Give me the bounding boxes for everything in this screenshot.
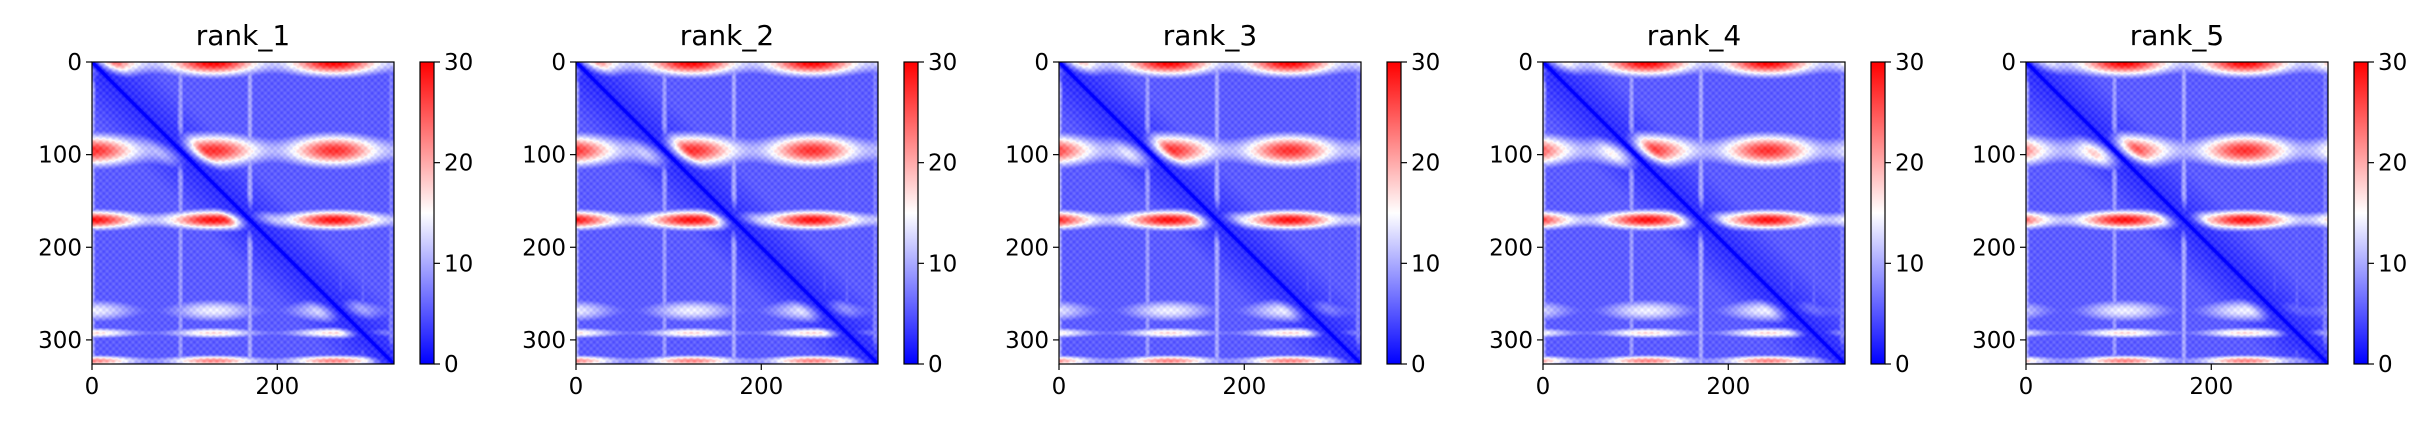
y-tick-label: 200 — [522, 235, 566, 261]
colorbar-tick-label: 10 — [444, 251, 473, 277]
colorbar-tick-label: 30 — [444, 50, 473, 76]
colorbar — [2353, 61, 2369, 365]
y-tick-label: 100 — [522, 143, 566, 169]
x-tick-label: 200 — [2189, 374, 2233, 400]
x-tick-label: 0 — [85, 374, 100, 400]
x-tick-label: 0 — [1052, 374, 1067, 400]
colorbar-tick-label: 10 — [2378, 251, 2407, 277]
heatmap-image — [576, 62, 878, 364]
x-tick-label: 200 — [255, 374, 299, 400]
y-tick-label: 0 — [1034, 50, 1049, 76]
colorbar-tick-label: 20 — [928, 151, 957, 177]
y-tick-label: 100 — [1489, 143, 1533, 169]
colorbar — [903, 61, 919, 365]
colorbar — [1386, 61, 1402, 365]
x-tick-label: 200 — [1706, 374, 1750, 400]
colorbar-tick-label: 30 — [2378, 50, 2407, 76]
colorbar — [1870, 61, 1886, 365]
colorbar-tick-label: 0 — [1895, 352, 1910, 378]
y-tick-label: 0 — [67, 50, 82, 76]
y-tick-label: 200 — [1489, 235, 1533, 261]
colorbar-tick-label: 30 — [1895, 50, 1924, 76]
axes-frame — [2025, 61, 2329, 365]
colorbar-tick-label: 0 — [444, 352, 459, 378]
y-tick-label: 200 — [1005, 235, 1049, 261]
axes-frame — [1542, 61, 1846, 365]
x-tick-label: 0 — [1536, 374, 1551, 400]
y-tick-label: 300 — [1489, 328, 1533, 354]
x-tick-label: 0 — [569, 374, 584, 400]
panel-title: rank_4 — [1647, 19, 1741, 52]
colorbar-tick-label: 10 — [928, 251, 957, 277]
heatmap-image — [2026, 62, 2328, 364]
y-tick-label: 0 — [1518, 50, 1533, 76]
colorbar-tick-label: 20 — [1411, 151, 1440, 177]
colorbar-tick-label: 30 — [1411, 50, 1440, 76]
panel-title: rank_2 — [680, 19, 774, 52]
y-tick-label: 200 — [38, 235, 82, 261]
y-tick-label: 300 — [38, 328, 82, 354]
panel-title: rank_3 — [1163, 19, 1257, 52]
colorbar-tick-label: 20 — [2378, 151, 2407, 177]
colorbar-tick-label: 30 — [928, 50, 957, 76]
y-tick-label: 300 — [522, 328, 566, 354]
heatmap-image — [1059, 62, 1361, 364]
y-tick-label: 300 — [1972, 328, 2016, 354]
axes-frame — [91, 61, 395, 365]
x-tick-label: 200 — [1222, 374, 1266, 400]
y-tick-label: 100 — [1972, 143, 2016, 169]
colorbar-tick-label: 20 — [444, 151, 473, 177]
panel-title: rank_1 — [196, 19, 290, 52]
x-tick-label: 0 — [2019, 374, 2034, 400]
colorbar-tick-label: 10 — [1895, 251, 1924, 277]
colorbar — [419, 61, 435, 365]
colorbar-tick-label: 0 — [1411, 352, 1426, 378]
y-tick-label: 0 — [2001, 50, 2016, 76]
colorbar-tick-label: 0 — [928, 352, 943, 378]
panel-title: rank_5 — [2130, 19, 2224, 52]
heatmap-image — [92, 62, 394, 364]
colorbar-tick-label: 10 — [1411, 251, 1440, 277]
y-tick-label: 100 — [1005, 143, 1049, 169]
y-tick-label: 200 — [1972, 235, 2016, 261]
y-tick-label: 300 — [1005, 328, 1049, 354]
y-tick-label: 100 — [38, 143, 82, 169]
x-tick-label: 200 — [739, 374, 783, 400]
heatmap-image — [1543, 62, 1845, 364]
axes-frame — [575, 61, 879, 365]
axes-frame — [1058, 61, 1362, 365]
colorbar-tick-label: 0 — [2378, 352, 2393, 378]
colorbar-tick-label: 20 — [1895, 151, 1924, 177]
y-tick-label: 0 — [551, 50, 566, 76]
